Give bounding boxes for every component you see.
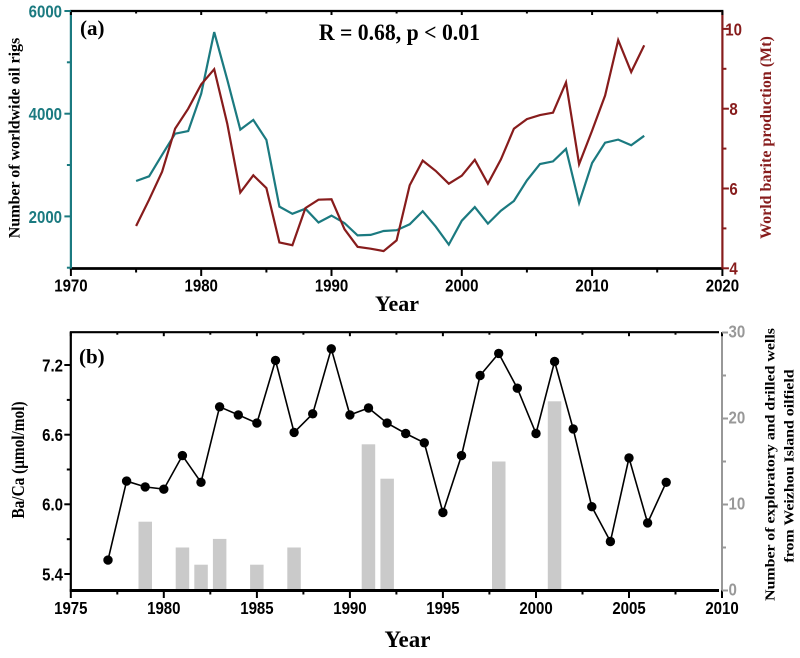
svg-text:4000: 4000 [29,105,62,124]
svg-text:2020: 2020 [706,276,739,295]
svg-text:(a): (a) [80,16,105,40]
svg-text:Year: Year [375,291,419,316]
svg-text:1985: 1985 [240,599,273,618]
svg-text:8: 8 [729,100,737,119]
svg-text:World barite production (Mt): World barite production (Mt) [758,36,775,239]
svg-text:7.2: 7.2 [42,356,63,375]
svg-text:from Weizhou Island oilfield: from Weizhou Island oilfield [783,369,798,562]
svg-text:5.4: 5.4 [42,565,64,584]
svg-text:Number of worldwide oil rigs: Number of worldwide oil rigs [7,38,24,239]
svg-text:6.6: 6.6 [42,426,63,445]
svg-text:6.0: 6.0 [42,496,63,515]
svg-text:4: 4 [729,260,738,279]
svg-text:2005: 2005 [612,599,645,618]
svg-text:2010: 2010 [705,599,738,618]
svg-text:Number of exploratory and dril: Number of exploratory and drilled wells [764,328,779,601]
svg-text:6: 6 [729,180,737,199]
svg-text:1990: 1990 [333,599,366,618]
svg-text:Year: Year [385,627,431,652]
svg-text:1980: 1980 [185,276,218,295]
svg-text:1990: 1990 [315,276,348,295]
svg-text:0: 0 [729,581,737,600]
svg-text:2000: 2000 [445,276,478,295]
svg-text:1975: 1975 [54,599,87,618]
svg-text:2000: 2000 [29,208,62,227]
svg-text:1970: 1970 [54,276,87,295]
svg-text:30: 30 [729,323,746,342]
svg-text:20: 20 [729,409,746,428]
svg-text:R = 0.68, p < 0.01: R = 0.68, p < 0.01 [319,19,480,45]
svg-text:1980: 1980 [147,599,180,618]
svg-text:6000: 6000 [29,2,62,21]
svg-text:10: 10 [729,495,746,514]
svg-text:10: 10 [725,20,742,39]
svg-text:1995: 1995 [426,599,459,618]
svg-text:Ba/Ca (μmol/mol): Ba/Ca (μmol/mol) [8,401,28,518]
svg-text:2000: 2000 [519,599,552,618]
svg-text:2010: 2010 [575,276,608,295]
svg-text:(b): (b) [79,345,105,369]
